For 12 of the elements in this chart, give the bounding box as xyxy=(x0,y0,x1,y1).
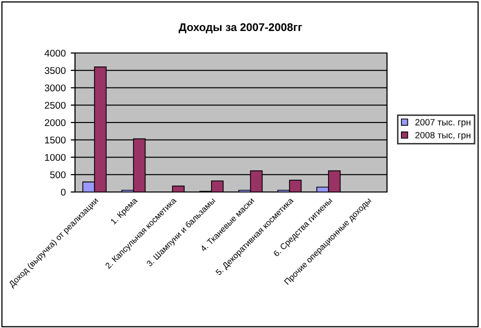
y-tick-label: 3500 xyxy=(44,67,66,74)
y-tick-label: 4000 xyxy=(44,50,66,57)
legend-label: 2008 тыс, грн xyxy=(415,132,470,140)
y-tick-label: 1000 xyxy=(45,154,66,161)
y-tick-label: 2500 xyxy=(44,102,66,109)
y-tick-label: 3000 xyxy=(44,84,66,92)
y-tick-label: 2000 xyxy=(44,119,66,126)
chart-title: Доходы за 2007-2008гг xyxy=(178,23,302,34)
y-tick-label: 500 xyxy=(50,171,66,178)
y-tick-label: 1500 xyxy=(45,136,66,144)
legend-label: 2007 тыс. грн xyxy=(415,119,470,128)
y-tick-label: 0 xyxy=(60,188,66,196)
